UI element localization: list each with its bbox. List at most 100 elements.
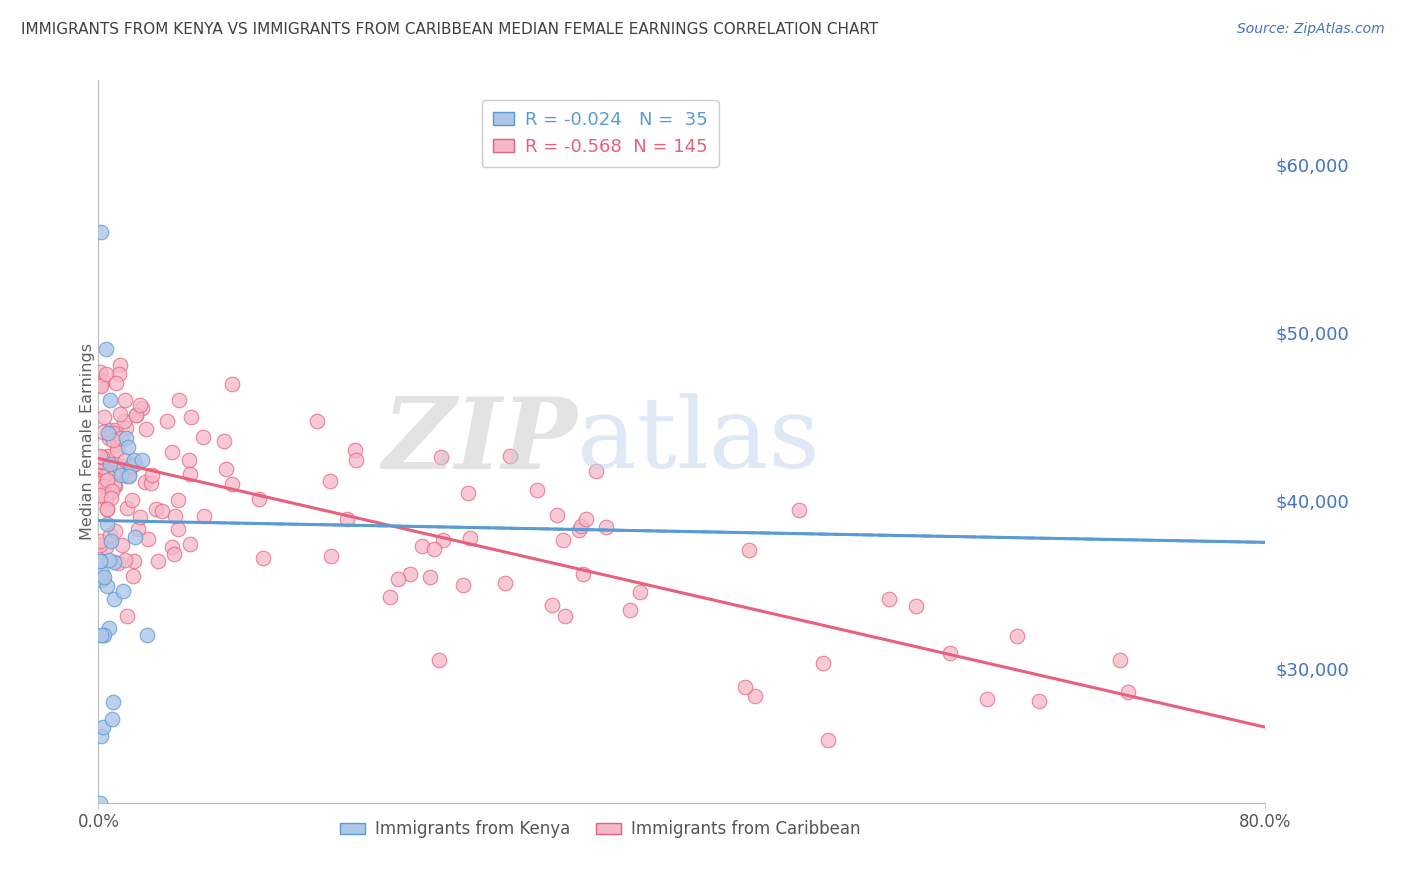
Point	[101, 695, 124, 709]
Point	[499, 450, 522, 464]
Point	[96, 467, 118, 482]
Point	[118, 467, 141, 481]
Legend: Immigrants from Kenya, Immigrants from Caribbean: Immigrants from Kenya, Immigrants from C…	[333, 814, 866, 845]
Point	[98, 457, 121, 471]
Point	[98, 621, 121, 635]
Point	[118, 468, 141, 483]
Point	[97, 426, 120, 441]
Point	[1116, 685, 1139, 699]
Point	[451, 578, 474, 592]
Point	[115, 609, 138, 624]
Point	[93, 570, 115, 584]
Point	[148, 554, 170, 568]
Point	[93, 425, 115, 440]
Point	[575, 511, 598, 525]
Point	[110, 466, 132, 480]
Point	[114, 452, 136, 467]
Point	[399, 567, 422, 582]
Point	[165, 509, 187, 524]
Point	[90, 379, 112, 393]
Point	[104, 478, 127, 492]
Point	[107, 557, 129, 571]
Point	[104, 423, 127, 437]
Point	[167, 492, 190, 507]
Point	[89, 365, 111, 379]
Point	[91, 628, 114, 642]
Point	[94, 368, 117, 382]
Point	[112, 458, 135, 473]
Point	[94, 540, 117, 554]
Point	[94, 342, 117, 356]
Point	[103, 477, 125, 491]
Point	[344, 452, 367, 467]
Point	[91, 374, 114, 388]
Point	[107, 367, 129, 381]
Point	[89, 476, 111, 491]
Point	[112, 584, 135, 599]
Point	[167, 522, 190, 536]
Point	[96, 579, 118, 593]
Text: Source: ZipAtlas.com: Source: ZipAtlas.com	[1237, 22, 1385, 37]
Point	[124, 409, 146, 423]
Point	[114, 552, 136, 566]
Point	[1028, 694, 1050, 708]
Point	[193, 509, 215, 524]
Point	[179, 537, 201, 551]
Point	[156, 413, 179, 427]
Point	[122, 453, 145, 467]
Point	[110, 431, 132, 445]
Point	[117, 469, 139, 483]
Point	[100, 491, 122, 506]
Y-axis label: Median Female Earnings: Median Female Earnings	[80, 343, 94, 540]
Point	[117, 440, 139, 454]
Point	[89, 796, 111, 810]
Point	[139, 476, 162, 491]
Point	[131, 401, 153, 416]
Point	[124, 457, 146, 471]
Point	[879, 591, 901, 606]
Point	[738, 543, 761, 558]
Point	[89, 488, 111, 502]
Point	[976, 692, 998, 706]
Point	[100, 712, 122, 726]
Point	[105, 465, 128, 479]
Point	[422, 541, 444, 556]
Point	[90, 628, 112, 642]
Point	[108, 462, 131, 476]
Point	[319, 474, 342, 488]
Point	[89, 554, 111, 568]
Point	[546, 508, 568, 522]
Point	[121, 569, 143, 583]
Point	[100, 483, 122, 498]
Point	[744, 689, 766, 703]
Point	[554, 608, 576, 623]
Point	[94, 468, 117, 483]
Point	[129, 509, 152, 524]
Point	[247, 492, 270, 507]
Point	[124, 530, 146, 544]
Point	[100, 534, 122, 549]
Point	[150, 504, 173, 518]
Point	[939, 646, 962, 660]
Point	[97, 431, 120, 445]
Point	[134, 475, 156, 490]
Point	[458, 531, 481, 545]
Point	[411, 539, 433, 553]
Point	[125, 408, 148, 422]
Point	[103, 555, 125, 569]
Point	[787, 503, 810, 517]
Point	[96, 492, 118, 507]
Point	[214, 434, 236, 449]
Point	[585, 465, 607, 479]
Point	[129, 398, 152, 412]
Point	[89, 378, 111, 392]
Point	[568, 523, 591, 537]
Point	[98, 425, 121, 440]
Point	[122, 554, 145, 568]
Point	[89, 538, 111, 552]
Point	[90, 729, 112, 743]
Point	[100, 459, 122, 474]
Text: ZIP: ZIP	[382, 393, 576, 490]
Point	[569, 519, 592, 533]
Point	[101, 426, 124, 441]
